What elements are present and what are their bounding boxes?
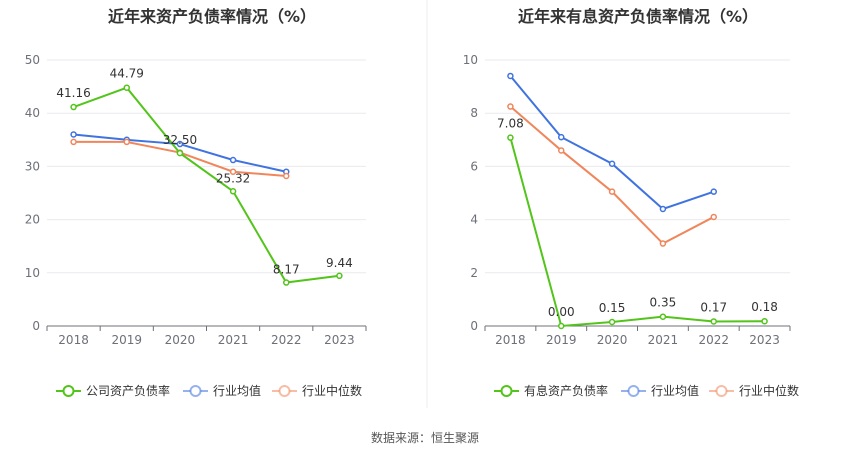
- y-tick-label: 20: [25, 213, 40, 227]
- y-tick-label: 10: [463, 53, 478, 67]
- data-label: 44.79: [110, 67, 144, 81]
- data-point: [507, 134, 514, 141]
- x-tick-label: 2019: [546, 333, 577, 347]
- data-label: 9.44: [326, 256, 353, 270]
- data-label: 0.00: [548, 305, 575, 319]
- legend-item[interactable]: 行业均值: [621, 383, 699, 398]
- data-source-value: 恒生聚源: [431, 431, 480, 445]
- chart-title: 近年来资产负债率情况（%）: [108, 7, 316, 26]
- legend-item[interactable]: 有息资产负债率: [494, 383, 608, 398]
- legend-item[interactable]: 行业中位数: [272, 383, 362, 398]
- legend-label: 行业均值: [651, 383, 699, 398]
- data-label: 0.15: [599, 301, 626, 315]
- y-tick-label: 2: [470, 266, 478, 280]
- x-tick-label: 2018: [58, 333, 89, 347]
- data-point: [229, 188, 237, 195]
- data-label: 0.18: [751, 300, 778, 314]
- data-point: [70, 138, 77, 146]
- data-point: [659, 313, 667, 320]
- x-tick-label: 2021: [218, 333, 249, 347]
- y-tick-label: 30: [25, 159, 40, 173]
- y-tick-label: 10: [25, 266, 40, 280]
- data-point: [70, 103, 77, 111]
- legend-label: 公司资产负债率: [86, 383, 170, 398]
- chart-right: 近年来有息资产负债率情况（%） 0 2 4 6 8 10 2018 2019 2020 2021 2…: [463, 7, 799, 398]
- y-tick-label: 6: [470, 159, 478, 173]
- data-source: 数据来源：恒生聚源: [0, 429, 850, 446]
- data-point: [123, 138, 130, 146]
- x-tick-label: 2020: [597, 333, 628, 347]
- data-point: [336, 272, 343, 280]
- data-label: 32.50: [163, 133, 197, 147]
- data-point: [283, 172, 290, 180]
- data-label: 7.08: [497, 117, 524, 131]
- data-point: [229, 168, 237, 175]
- data-point: [507, 103, 514, 110]
- series-line: [509, 105, 715, 245]
- y-tick-label: 50: [25, 53, 40, 67]
- data-label: 0.35: [650, 296, 677, 310]
- legend-marker: [189, 385, 202, 397]
- data-point: [283, 279, 290, 286]
- data-point: [558, 147, 565, 154]
- data-point: [710, 213, 717, 221]
- y-tick-label: 0: [470, 319, 478, 333]
- legend-label: 有息资产负债率: [524, 383, 608, 398]
- data-point: [659, 205, 667, 213]
- x-tick-label: 2023: [749, 333, 780, 347]
- legend-item[interactable]: 行业中位数: [709, 383, 799, 398]
- data-point: [176, 149, 184, 157]
- x-tick-label: 2022: [698, 333, 729, 347]
- data-point: [123, 84, 130, 91]
- data-point: [608, 318, 616, 326]
- data-point: [229, 156, 237, 164]
- data-point: [710, 318, 717, 325]
- x-tick-label: 2022: [271, 333, 302, 347]
- x-tick-label: 2021: [648, 333, 679, 347]
- legend-marker: [278, 385, 291, 397]
- y-tick-label: 40: [25, 106, 40, 120]
- data-point: [761, 317, 768, 325]
- legend-label: 行业中位数: [739, 383, 799, 398]
- legend-marker: [715, 385, 728, 397]
- series-line: [509, 137, 765, 328]
- y-tick-label: 0: [32, 319, 40, 333]
- chart-left: 近年来资产负债率情况（%） 0 10 20 30 40 50 2018 2019 2020 202…: [25, 7, 367, 398]
- data-point: [507, 72, 514, 80]
- x-tick-label: 2020: [165, 333, 196, 347]
- legend-label: 行业均值: [213, 383, 261, 398]
- chart-title: 近年来有息资产负债率情况（%）: [518, 7, 758, 26]
- x-tick-label: 2019: [111, 333, 142, 347]
- legend-item[interactable]: 公司资产负债率: [56, 383, 170, 398]
- legend-item[interactable]: 行业均值: [183, 383, 261, 398]
- legend-marker: [627, 385, 640, 397]
- legend-label: 行业中位数: [302, 383, 362, 398]
- data-label: 8.17: [273, 263, 300, 277]
- data-point: [659, 240, 667, 247]
- data-point: [608, 160, 616, 167]
- data-point: [70, 131, 77, 138]
- series-line: [73, 86, 340, 284]
- x-tick-label: 2023: [324, 333, 355, 347]
- y-tick-label: 4: [470, 213, 478, 227]
- legend-marker: [500, 385, 513, 397]
- data-label: 41.16: [56, 86, 90, 100]
- data-point: [558, 133, 565, 141]
- data-label: 25.32: [216, 171, 250, 185]
- data-point: [710, 188, 717, 195]
- data-point: [176, 140, 184, 148]
- y-tick-label: 8: [470, 106, 478, 120]
- data-point: [608, 188, 616, 195]
- data-label: 0.17: [700, 300, 727, 314]
- legend-marker: [62, 385, 75, 397]
- data-point: [558, 322, 565, 330]
- data-source-label: 数据来源：: [370, 431, 431, 445]
- x-tick-label: 2018: [495, 333, 526, 347]
